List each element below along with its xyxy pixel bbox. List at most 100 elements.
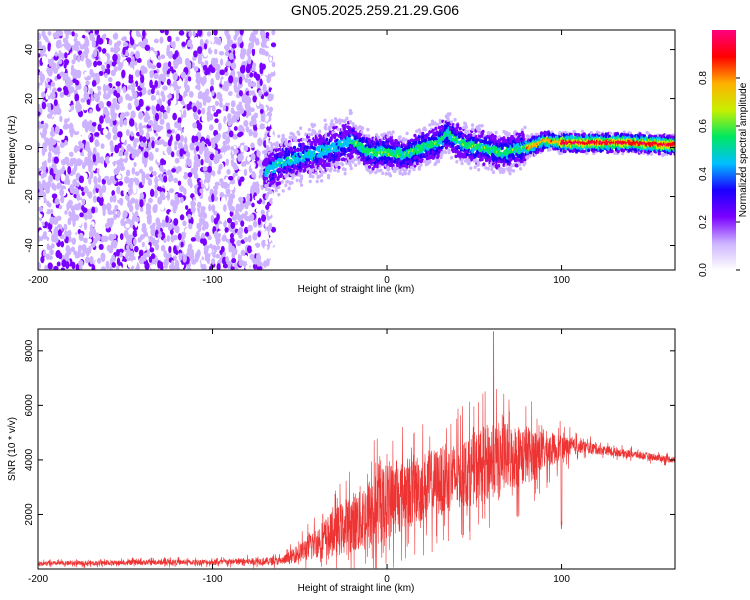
spectrogram-cell bbox=[295, 178, 299, 183]
spectrogram-cell bbox=[87, 238, 92, 243]
spectrogram-cell bbox=[202, 64, 208, 71]
spectrogram-cell bbox=[283, 36, 287, 42]
spectrogram-cell bbox=[119, 30, 125, 39]
spectrogram-cell bbox=[79, 212, 84, 218]
spectrogram-cell bbox=[179, 196, 184, 204]
spectrogram-cell bbox=[86, 75, 92, 81]
spectrogram-cell bbox=[92, 49, 98, 58]
spectrogram-cell bbox=[239, 30, 244, 36]
spectrogram-cell bbox=[230, 62, 237, 70]
spectrogram-cell bbox=[79, 252, 86, 258]
spectrogram-cell bbox=[80, 52, 85, 62]
spectrogram-cell bbox=[225, 188, 231, 195]
spectrogram-cell bbox=[311, 183, 315, 189]
spectrogram-cell bbox=[57, 229, 62, 237]
spectrogram-cell bbox=[217, 54, 221, 60]
spectrogram-cell bbox=[128, 212, 133, 221]
spectrogram-cell bbox=[47, 105, 52, 113]
spectrogram-cell bbox=[101, 55, 108, 63]
spectrogram-cell bbox=[264, 131, 268, 139]
spectrogram-cell bbox=[251, 172, 256, 179]
spectrogram-cell bbox=[253, 259, 259, 265]
spectrogram-cell bbox=[99, 115, 104, 124]
spectrogram-cell bbox=[245, 201, 252, 206]
spectrogram-cell bbox=[126, 244, 130, 251]
spectrogram-cell bbox=[275, 141, 279, 145]
spectrogram-cell bbox=[93, 60, 98, 68]
spectrogram-cell bbox=[197, 122, 203, 131]
spectrogram-cell bbox=[61, 51, 65, 60]
spectrogram-cell bbox=[64, 118, 68, 125]
spectrogram-cell bbox=[67, 165, 72, 175]
spectrogram-cell bbox=[307, 132, 311, 137]
spectrogram-cell bbox=[108, 233, 114, 242]
spectrogram-cell bbox=[168, 245, 172, 254]
spectrogram-cell bbox=[146, 94, 151, 103]
spectrogram-cell bbox=[319, 179, 324, 183]
spectrogram-cell bbox=[248, 129, 253, 137]
spectrogram-cell bbox=[58, 252, 63, 260]
spectrogram-cell bbox=[140, 42, 146, 48]
spectrogram-cell bbox=[40, 75, 44, 84]
spectrogram-cell bbox=[315, 179, 319, 184]
spectrogram-cell bbox=[182, 254, 187, 263]
spectrogram-cell bbox=[148, 197, 153, 204]
spectrogram-cell bbox=[404, 138, 408, 142]
spectrogram-cell bbox=[38, 180, 42, 189]
spectrogram-cell bbox=[236, 239, 242, 247]
spectrogram-cell bbox=[276, 113, 280, 119]
spectrogram-cell bbox=[333, 168, 337, 172]
spectrogram-cell bbox=[260, 114, 265, 122]
spectrogram-cell bbox=[49, 216, 55, 225]
spectrogram-cell bbox=[117, 131, 123, 138]
spectrogram-cell bbox=[310, 73, 314, 79]
spectrogram-cell bbox=[110, 47, 115, 53]
spectrogram-cell bbox=[53, 67, 59, 74]
spectrogram-cell bbox=[120, 112, 126, 120]
spectrogram-cell bbox=[259, 108, 264, 114]
spectrogram-cell bbox=[259, 78, 263, 87]
spectrogram-cell bbox=[229, 196, 234, 205]
spectrogram-cell bbox=[261, 239, 267, 248]
spectrogram-cell bbox=[389, 132, 394, 137]
spectrogram-cell bbox=[129, 243, 134, 250]
spectrogram-cell bbox=[296, 148, 300, 153]
spectrogram-cell bbox=[284, 236, 288, 242]
spectrogram-cell bbox=[69, 86, 75, 94]
spectrogram-cell bbox=[246, 258, 252, 266]
spectrogram-cell bbox=[154, 242, 160, 251]
spectrogram-cell bbox=[171, 168, 177, 173]
spectrogram-cell bbox=[167, 35, 172, 43]
spectrogram-cell bbox=[289, 32, 293, 38]
spectrogram-cell bbox=[96, 257, 102, 264]
spectrogram-cell bbox=[183, 126, 187, 135]
spectrogram-cell bbox=[252, 220, 258, 228]
spectrogram-cell bbox=[184, 227, 190, 234]
spectrogram-cell bbox=[403, 171, 407, 176]
spectrogram-cell bbox=[100, 156, 105, 165]
spectrogram-cell bbox=[120, 136, 126, 143]
spectrogram-cell bbox=[227, 91, 233, 96]
spectrogram-cell bbox=[284, 48, 288, 54]
spectrogram-cell bbox=[240, 145, 245, 153]
spectrogram-cell bbox=[59, 134, 65, 140]
spectrogram-cell bbox=[184, 136, 188, 145]
spectrogram-cell bbox=[387, 167, 391, 171]
spectrogram-cell bbox=[428, 159, 432, 164]
spectrogram-cell bbox=[86, 200, 92, 209]
spectrogram-cell bbox=[274, 218, 278, 224]
spectrogram-cell bbox=[210, 43, 215, 51]
spectrogram-cell bbox=[157, 232, 162, 238]
spectrogram-cell bbox=[304, 118, 308, 124]
spectrogram-cell bbox=[142, 38, 149, 45]
spectrogram-cell bbox=[119, 233, 124, 241]
spectrogram-cell bbox=[140, 74, 145, 84]
spectrogram-cell bbox=[354, 163, 358, 167]
spectrogram-cell bbox=[138, 91, 143, 97]
spectrogram-cell bbox=[281, 129, 285, 135]
spectrogram-cell bbox=[204, 138, 210, 145]
spectrogram-cell bbox=[271, 49, 275, 55]
spectrogram-cell bbox=[168, 188, 175, 194]
spectrogram-cell bbox=[83, 150, 88, 157]
spectrogram-cell bbox=[159, 164, 164, 172]
